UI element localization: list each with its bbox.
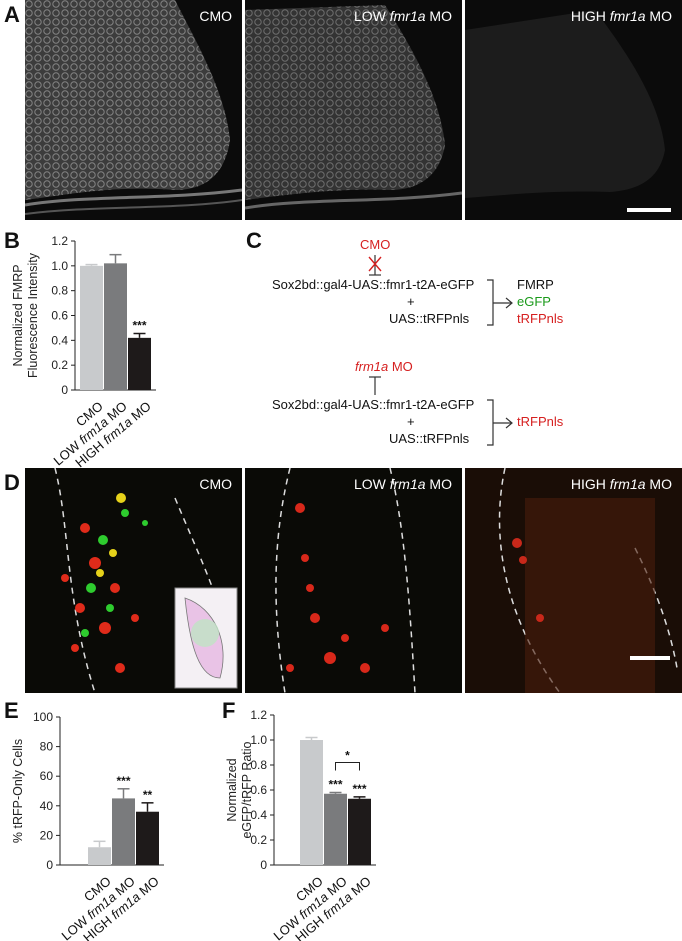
label-low-frm1a-mo: LOW frm1a MO xyxy=(353,476,452,492)
y-tick-label: 0.4 xyxy=(250,808,267,822)
chart-f-egfp-trfp-ratio: 0 0.2 0.4 0.6 0.8 1.0 1.2 Normalized eGFP/tRFP R… xyxy=(225,708,376,941)
panel-letter-b: B xyxy=(4,228,20,253)
output-egfp: eGFP xyxy=(517,294,551,309)
panel-letter-e: E xyxy=(4,698,19,723)
inhibitor-cmo: CMO xyxy=(360,237,391,252)
inhibitor-frm1a-mo: frm1a MO xyxy=(355,359,413,374)
y-tick-label: 0.6 xyxy=(250,783,267,797)
bar xyxy=(80,265,103,390)
y-tick-label: 0.4 xyxy=(51,333,68,347)
y-tick-label: 0.2 xyxy=(51,358,68,372)
output-fmrp: FMRP xyxy=(517,277,554,292)
panel-letter-f: F xyxy=(222,698,236,723)
bracket-label: * xyxy=(345,749,350,763)
construct-uas-bottom: UAS::tRFPnls xyxy=(389,431,470,446)
y-axis-label: eGFP/tRFP Ratio xyxy=(240,741,254,838)
fluorescence-image xyxy=(54,468,238,693)
y-tick-label: 0.8 xyxy=(250,758,267,772)
y-tick-label: 0 xyxy=(260,858,267,872)
micrograph-d-cmo: CMO xyxy=(25,468,242,693)
plus-top: + xyxy=(407,294,415,309)
y-axis-label: % tRFP-Only Cells xyxy=(11,739,25,843)
diagram-lines xyxy=(368,255,513,446)
y-tick-label: 40 xyxy=(40,799,54,813)
panel-letter-a: A xyxy=(4,2,20,27)
micrograph-a-low: LOW fmr1a MO xyxy=(245,0,462,220)
scale-bar xyxy=(627,208,671,212)
significance-label: *** xyxy=(132,319,146,333)
output-trfpnls-bottom: tRFPnls xyxy=(517,414,564,429)
y-tick-label: 1.0 xyxy=(51,259,68,273)
micrograph-d-high: HIGH frm1a MO xyxy=(465,468,682,693)
micrograph-a-cmo: CMO xyxy=(25,0,242,220)
plus-bottom: + xyxy=(407,414,415,429)
significance-label: ** xyxy=(143,788,153,802)
significance-label: *** xyxy=(116,774,130,788)
y-axis-label: Normalized FMRP xyxy=(11,264,25,366)
y-axis-label: Normalized xyxy=(225,758,239,821)
y-tick-label: 20 xyxy=(40,828,54,842)
label-cmo: CMO xyxy=(199,8,232,24)
y-tick-label: 100 xyxy=(33,710,53,724)
y-tick-label: 0.8 xyxy=(51,284,68,298)
chart-b-fmrp-intensity: 0 0.2 0.4 0.6 0.8 1.0 1.2 Normalized FMRP Fluore… xyxy=(11,234,156,470)
label-high-frm1a-mo: HIGH frm1a MO xyxy=(570,476,672,492)
construct-uas-top: UAS::tRFPnls xyxy=(389,311,470,326)
fluorescence-image xyxy=(498,468,678,693)
y-tick-label: 1.2 xyxy=(250,708,267,722)
tissue-image xyxy=(245,5,462,210)
panel-letter-c: C xyxy=(246,228,262,253)
bar xyxy=(300,740,323,865)
tissue-image xyxy=(465,10,665,198)
y-tick-label: 80 xyxy=(40,740,54,754)
tissue-image xyxy=(25,0,242,215)
micrograph-d-low: LOW frm1a MO xyxy=(245,468,462,693)
label-cmo: CMO xyxy=(199,476,232,492)
diagram-c-constructs: CMO Sox2bd::gal4-UAS::fmr1-t2A-eGFP + UA… xyxy=(255,225,682,470)
panel-letter-d: D xyxy=(4,470,20,495)
y-tick-label: 1.0 xyxy=(250,733,267,747)
significance-label: *** xyxy=(328,778,342,792)
label-low-fmr1a-mo: LOW fmr1a MO xyxy=(353,8,452,24)
bar xyxy=(128,337,151,390)
micrograph-a-high: HIGH fmr1a MO xyxy=(465,0,682,220)
bar xyxy=(324,793,347,865)
bar xyxy=(104,263,127,390)
scale-bar xyxy=(630,656,670,660)
construct-gal4-top: Sox2bd::gal4-UAS::fmr1-t2A-eGFP xyxy=(272,277,475,292)
y-tick-label: 60 xyxy=(40,769,54,783)
bar xyxy=(112,798,135,865)
bar xyxy=(136,811,159,865)
y-axis-label: Fluorescence Intensity xyxy=(26,252,40,378)
label-high-fmr1a-mo: HIGH fmr1a MO xyxy=(570,8,672,24)
y-tick-label: 1.2 xyxy=(51,234,68,248)
y-tick-label: 0 xyxy=(46,858,53,872)
construct-gal4-bottom: Sox2bd::gal4-UAS::fmr1-t2A-eGFP xyxy=(272,397,475,412)
significance-bracket xyxy=(335,762,360,771)
bar xyxy=(88,847,111,865)
output-trfpnls-top: tRFPnls xyxy=(517,311,564,326)
significance-label: *** xyxy=(352,782,366,796)
y-tick-label: 0.6 xyxy=(51,309,68,323)
fluorescence-image xyxy=(275,468,416,693)
bar xyxy=(348,798,371,865)
y-tick-label: 0.2 xyxy=(250,833,267,847)
y-tick-label: 0 xyxy=(61,383,68,397)
